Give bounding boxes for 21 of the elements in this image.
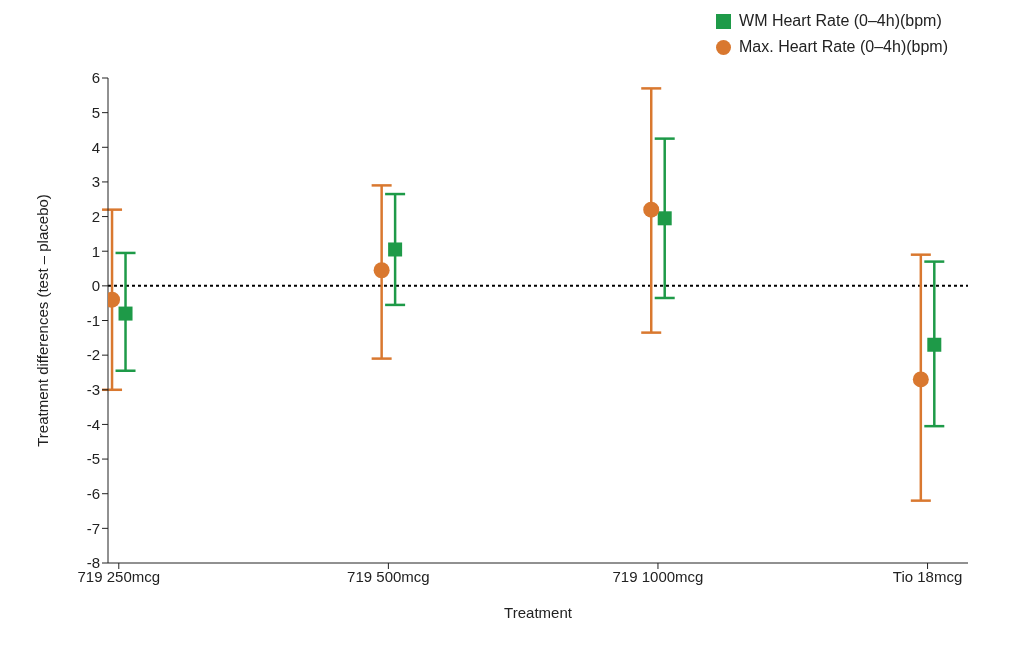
y-tick-label: 3: [91, 173, 100, 191]
y-tick-label: -7: [86, 519, 100, 537]
legend-label: Max. Heart Rate (0–4h)(bpm): [739, 38, 948, 56]
y-tick-label: 5: [91, 103, 100, 121]
y-tick-label: -1: [86, 311, 100, 329]
y-tick-label: 6: [91, 69, 100, 87]
y-tick-label: 2: [91, 207, 100, 225]
y-tick-label: -5: [86, 450, 100, 468]
legend-label: WM Heart Rate (0–4h)(bpm): [739, 12, 942, 30]
y-tick-label: -2: [86, 346, 100, 364]
y-tick-label: 0: [91, 277, 100, 295]
x-tick-label: 719 1000mcg: [612, 567, 704, 585]
y-tick-label: -4: [86, 415, 100, 433]
y-tick-label: -3: [86, 381, 100, 399]
y-axis-title: Treatment differences (test – placebo): [34, 194, 52, 447]
y-tick-label: 4: [91, 138, 100, 156]
y-tick-label: 1: [91, 242, 100, 260]
x-tick-label: Tio 18mcg: [892, 567, 963, 585]
x-tick-label: 719 500mcg: [347, 567, 430, 585]
y-tick-label: -6: [86, 485, 100, 503]
x-axis-title: Treatment: [504, 604, 573, 621]
